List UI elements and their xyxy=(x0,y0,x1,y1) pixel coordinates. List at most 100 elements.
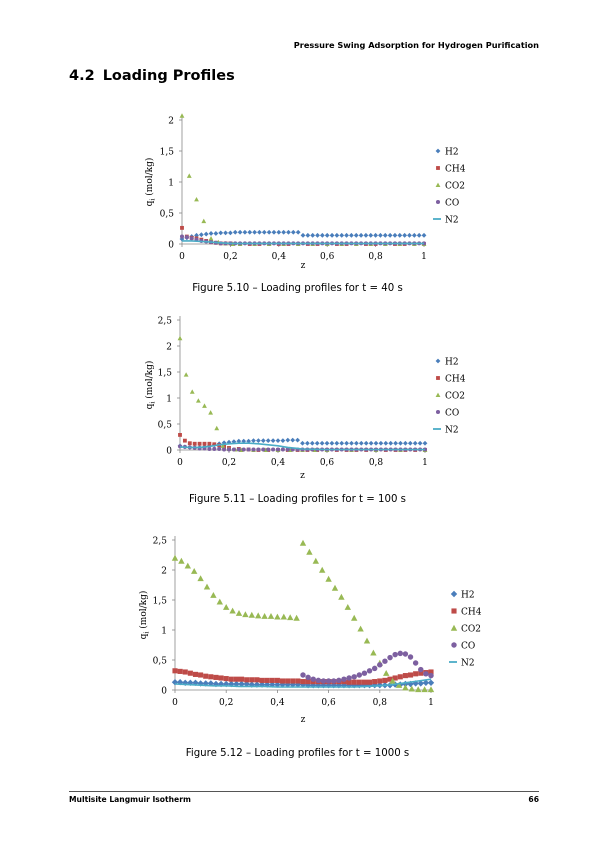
data-point-co2 xyxy=(280,613,287,620)
data-point-co2 xyxy=(203,583,211,590)
figure-5-10-caption: Figure 5.10 – Loading profiles for t = 4… xyxy=(192,283,403,294)
data-point-h2 xyxy=(368,232,374,238)
legend-label: N2 xyxy=(461,658,475,668)
data-point-h2 xyxy=(315,232,320,238)
figure-5-12-caption: Figure 5.12 – Loading profiles for t = 1… xyxy=(185,748,410,759)
x-tick-label: 0,6 xyxy=(321,698,336,708)
legend-swatch xyxy=(436,166,440,170)
legend-item-co: CO xyxy=(435,198,459,208)
series-n2 xyxy=(179,442,425,451)
data-point-co2 xyxy=(427,686,435,693)
data-point-co xyxy=(251,447,256,452)
data-point-co xyxy=(217,446,222,451)
data-point-ch4 xyxy=(351,679,357,685)
legend-swatch xyxy=(451,642,457,648)
y-tick-label: 2 xyxy=(166,343,172,353)
data-point-ch4 xyxy=(192,671,199,677)
data-point-h2 xyxy=(344,232,349,238)
data-point-co xyxy=(226,447,232,452)
data-point-co2 xyxy=(189,389,195,394)
data-point-ch4 xyxy=(218,675,224,681)
data-point-co2 xyxy=(197,575,204,582)
x-tick-label: 0,8 xyxy=(373,698,388,708)
legend-item-co: CO xyxy=(435,408,459,418)
data-point-ch4 xyxy=(356,679,362,685)
data-point-co xyxy=(241,447,246,452)
series-n2 xyxy=(174,678,432,688)
data-point-co2 xyxy=(421,686,428,693)
legend-item-co2: CO2 xyxy=(450,624,481,634)
data-point-h2 xyxy=(280,438,286,444)
data-point-ch4 xyxy=(346,679,352,685)
y-tick-label: 1,5 xyxy=(158,369,173,379)
data-point-h2 xyxy=(241,438,247,444)
data-point-ch4 xyxy=(177,668,183,674)
data-point-h2 xyxy=(246,438,251,444)
x-tick-label: 0,6 xyxy=(320,458,335,468)
legend-swatch xyxy=(435,392,441,398)
data-point-co2 xyxy=(186,173,192,178)
data-point-co xyxy=(418,666,424,673)
data-point-ch4 xyxy=(382,677,388,683)
data-point-co xyxy=(361,670,368,676)
data-point-h2 xyxy=(383,440,389,446)
data-point-h2 xyxy=(300,440,305,446)
data-point-ch4 xyxy=(198,672,204,678)
data-point-co xyxy=(366,668,373,674)
data-point-co xyxy=(377,662,383,668)
data-point-h2 xyxy=(285,437,291,443)
data-point-co xyxy=(305,674,311,681)
legend-label: CH4 xyxy=(461,607,482,617)
y-tick-label: 0 xyxy=(168,241,174,251)
data-point-h2 xyxy=(363,440,369,446)
data-point-co2 xyxy=(293,614,300,621)
x-tick-label: 0 xyxy=(177,458,183,468)
data-point-h2 xyxy=(392,232,398,238)
legend-item-co2: CO2 xyxy=(435,181,465,191)
legend-swatch xyxy=(450,624,458,631)
data-point-h2 xyxy=(387,232,393,238)
data-point-co xyxy=(331,678,337,684)
data-point-co xyxy=(179,234,185,239)
data-point-co xyxy=(407,654,414,660)
legend-item-ch4: CH4 xyxy=(451,607,482,617)
y-axis-label-unit: (mol/kg) xyxy=(144,158,155,199)
data-point-co2 xyxy=(178,557,185,564)
y-tick-label: 2 xyxy=(161,567,167,577)
data-point-h2 xyxy=(295,437,300,443)
data-point-co xyxy=(336,677,342,684)
data-point-h2 xyxy=(290,229,296,235)
x-tick-label: 0,2 xyxy=(222,458,236,468)
data-point-h2 xyxy=(281,229,287,235)
y-tick-label: 1 xyxy=(161,627,167,637)
data-point-co xyxy=(428,672,434,679)
data-point-h2 xyxy=(203,231,209,237)
data-point-co xyxy=(271,447,276,452)
data-point-co xyxy=(275,447,281,452)
data-point-h2 xyxy=(344,440,349,446)
data-point-h2 xyxy=(218,230,224,236)
data-point-h2 xyxy=(252,229,257,235)
legend-swatch xyxy=(435,148,441,154)
y-axis-label-symbol: q xyxy=(145,200,155,206)
data-point-h2 xyxy=(368,440,374,446)
data-point-h2 xyxy=(310,232,316,238)
data-point-h2 xyxy=(208,231,214,236)
y-axis-label-subscript: i xyxy=(149,402,157,404)
data-point-h2 xyxy=(260,438,266,444)
legend-item-n2: N2 xyxy=(433,215,459,225)
data-point-h2 xyxy=(363,232,369,238)
data-point-h2 xyxy=(236,438,242,444)
data-point-co xyxy=(300,672,306,678)
legend-label: CO2 xyxy=(461,624,481,634)
data-point-co xyxy=(212,446,217,451)
legend-swatch xyxy=(435,358,441,364)
data-point-h2 xyxy=(231,439,237,445)
data-point-co xyxy=(315,677,322,684)
legend-swatch xyxy=(451,608,457,614)
data-point-ch4 xyxy=(290,678,296,684)
data-point-h2 xyxy=(256,438,261,444)
section-number: 4.2 xyxy=(69,68,95,84)
legend-label: H2 xyxy=(445,357,459,367)
legend-label: CO xyxy=(461,641,475,651)
